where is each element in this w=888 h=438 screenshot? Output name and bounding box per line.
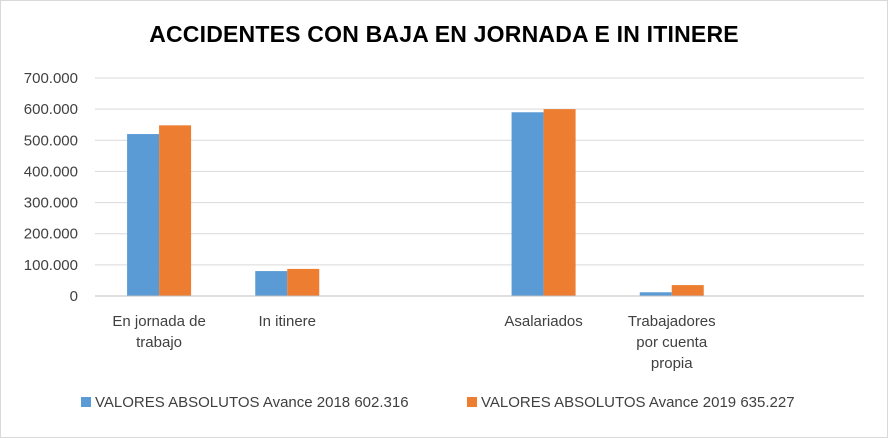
bar-2019 bbox=[671, 285, 704, 296]
legend-swatch bbox=[467, 397, 477, 407]
bar-2018 bbox=[639, 292, 672, 296]
y-tick-label: 100.000 bbox=[24, 257, 78, 274]
bar-2019 bbox=[159, 125, 192, 296]
x-tick-label: En jornada de bbox=[112, 313, 205, 330]
y-tick-label: 200.000 bbox=[24, 226, 78, 243]
legend-label: VALORES ABSOLUTOS Avance 2019 635.227 bbox=[481, 394, 795, 411]
y-tick-label: 600.000 bbox=[24, 101, 78, 118]
y-tick-label: 500.000 bbox=[24, 132, 78, 149]
chart-title: ACCIDENTES CON BAJA EN JORNADA E IN ITIN… bbox=[149, 21, 739, 47]
legend-label: VALORES ABSOLUTOS Avance 2018 602.316 bbox=[95, 394, 409, 411]
bar-2019 bbox=[287, 268, 320, 296]
x-tick-label: propia bbox=[651, 355, 693, 372]
legend-swatch bbox=[81, 397, 91, 407]
x-tick-label: In itinere bbox=[258, 313, 316, 330]
bar-2018 bbox=[511, 112, 544, 296]
x-tick-label: por cuenta bbox=[636, 334, 708, 351]
x-tick-label: Trabajadores bbox=[628, 313, 716, 330]
y-tick-label: 0 bbox=[70, 288, 78, 305]
x-tick-label: Asalariados bbox=[504, 313, 582, 330]
bar-2018 bbox=[127, 134, 160, 296]
y-tick-label: 400.000 bbox=[24, 163, 78, 180]
bar-2018 bbox=[255, 271, 288, 296]
bar-2019 bbox=[543, 109, 576, 297]
y-tick-label: 300.000 bbox=[24, 195, 78, 212]
x-tick-label: trabajo bbox=[136, 334, 182, 351]
y-tick-label: 700.000 bbox=[24, 70, 78, 87]
